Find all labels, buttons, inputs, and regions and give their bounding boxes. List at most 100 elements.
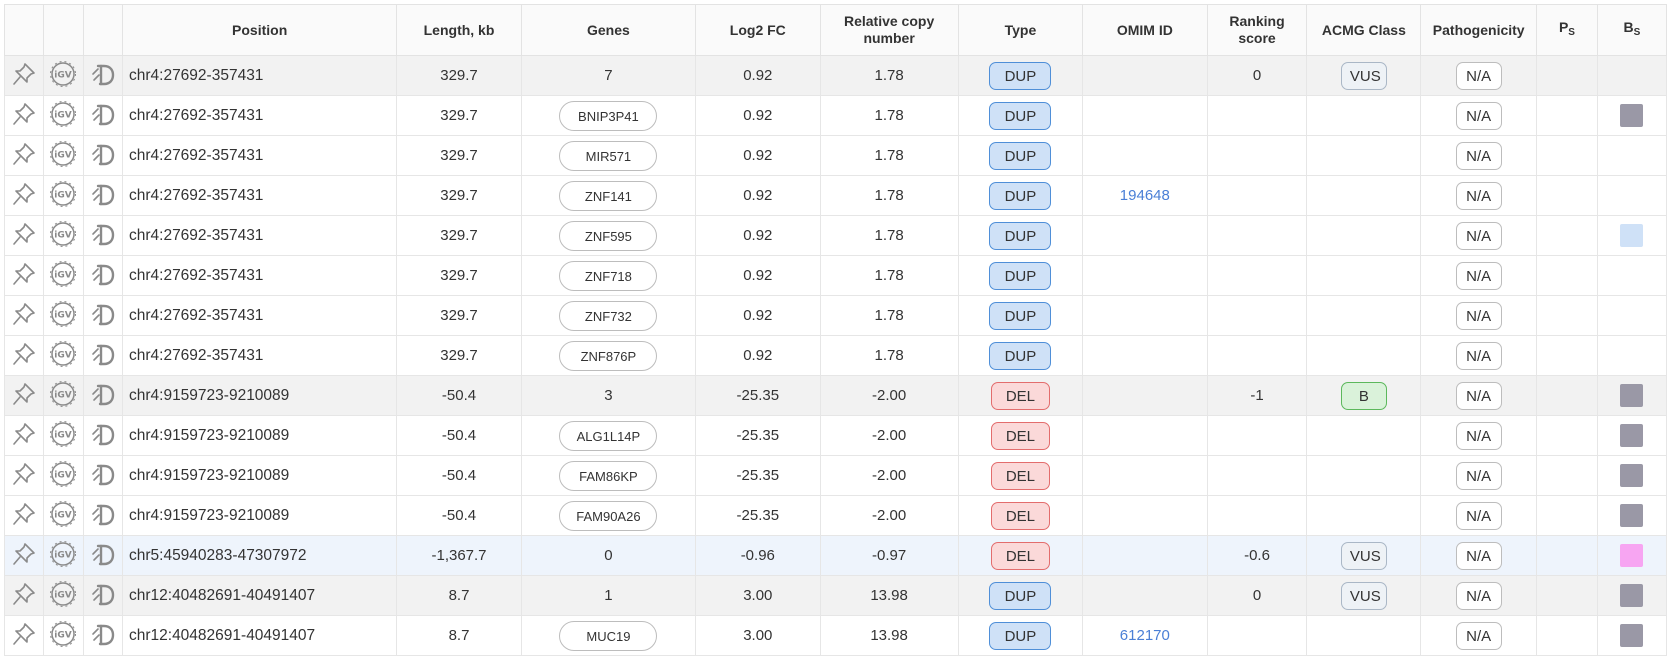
header-length[interactable]: Length, kb [396, 4, 522, 56]
pathogenicity-badge[interactable]: N/A [1455, 101, 1502, 130]
table-row[interactable]: iGV chr4:27692-357431 329.7 ZNF876P 0.92… [3, 335, 1668, 376]
igv-icon[interactable]: iGV [49, 420, 77, 452]
table-row[interactable]: iGV chr4:27692-357431 329.7 BNIP3P41 0.9… [3, 95, 1668, 136]
gene-pill[interactable]: BNIP3P41 [559, 100, 658, 131]
header-relative-copy-number[interactable]: Relative copy number [819, 4, 959, 56]
gene-pill[interactable]: ZNF141 [559, 180, 658, 211]
table-row[interactable]: iGV chr4:27692-357431 329.7 7 0.92 1.78 … [3, 55, 1668, 96]
pathogenicity-badge[interactable]: N/A [1455, 581, 1502, 610]
igv-icon[interactable]: iGV [49, 380, 77, 412]
bs-color-square[interactable] [1620, 104, 1644, 127]
header-acmg-class[interactable]: ACMG Class [1306, 4, 1422, 56]
bs-color-square[interactable] [1620, 544, 1644, 567]
pin-icon[interactable] [11, 581, 37, 611]
pathogenicity-badge[interactable]: N/A [1455, 221, 1502, 250]
table-row[interactable]: iGV chr4:9159723-9210089 -50.4 FAM90A26 … [3, 495, 1668, 536]
pathogenicity-badge[interactable]: N/A [1455, 61, 1502, 90]
pin-icon[interactable] [11, 421, 37, 451]
bs-color-square[interactable] [1620, 624, 1644, 647]
igv-icon[interactable]: iGV [49, 500, 77, 532]
bs-color-square[interactable] [1620, 224, 1644, 247]
pathogenicity-badge[interactable]: N/A [1455, 461, 1502, 490]
decipher-icon[interactable] [89, 100, 117, 132]
header-omim-id[interactable]: OMIM ID [1082, 4, 1208, 56]
header-genes[interactable]: Genes [520, 4, 697, 56]
pin-icon[interactable] [11, 141, 37, 171]
gene-pill[interactable]: MIR571 [559, 140, 658, 171]
gene-pill[interactable]: ZNF718 [559, 260, 658, 291]
acmg-badge[interactable]: VUS [1340, 541, 1387, 570]
pathogenicity-badge[interactable]: N/A [1455, 621, 1502, 650]
igv-icon[interactable]: iGV [49, 300, 77, 332]
omim-link[interactable]: 194648 [1119, 187, 1170, 204]
decipher-icon[interactable] [89, 580, 117, 612]
gene-pill[interactable]: FAM86KP [559, 460, 658, 491]
acmg-badge[interactable]: VUS [1340, 61, 1387, 90]
header-log2fc[interactable]: Log2 FC [695, 4, 821, 56]
pin-icon[interactable] [11, 261, 37, 291]
decipher-icon[interactable] [89, 60, 117, 92]
header-ps[interactable]: PS [1536, 4, 1598, 56]
table-row[interactable]: iGV chr4:9159723-9210089 -50.4 3 -25.35 … [3, 375, 1668, 416]
header-position[interactable]: Position [121, 4, 398, 56]
pathogenicity-badge[interactable]: N/A [1455, 261, 1502, 290]
pin-icon[interactable] [11, 61, 37, 91]
pathogenicity-badge[interactable]: N/A [1455, 181, 1502, 210]
gene-pill[interactable]: ALG1L14P [559, 420, 658, 451]
pathogenicity-badge[interactable]: N/A [1455, 341, 1502, 370]
table-row[interactable]: iGV chr4:27692-357431 329.7 ZNF141 0.92 … [3, 175, 1668, 216]
igv-icon[interactable]: iGV [49, 620, 77, 652]
pin-icon[interactable] [11, 221, 37, 251]
table-row[interactable]: iGV chr4:9159723-9210089 -50.4 FAM86KP -… [3, 455, 1668, 496]
acmg-badge[interactable]: B [1340, 381, 1387, 410]
igv-icon[interactable]: iGV [49, 260, 77, 292]
decipher-icon[interactable] [89, 620, 117, 652]
bs-color-square[interactable] [1620, 384, 1644, 407]
table-row[interactable]: iGV chr12:40482691-40491407 8.7 1 3.00 1… [3, 575, 1668, 616]
table-row[interactable]: iGV chr5:45940283-47307972 -1,367.7 0 -0… [3, 535, 1668, 576]
gene-pill[interactable]: ZNF876P [559, 340, 658, 371]
igv-icon[interactable]: iGV [49, 60, 77, 92]
decipher-icon[interactable] [89, 540, 117, 572]
decipher-icon[interactable] [89, 180, 117, 212]
pathogenicity-badge[interactable]: N/A [1455, 421, 1502, 450]
table-row[interactable]: iGV chr4:27692-357431 329.7 ZNF732 0.92 … [3, 295, 1668, 336]
table-row[interactable]: iGV chr4:27692-357431 329.7 MIR571 0.92 … [3, 135, 1668, 176]
pin-icon[interactable] [11, 341, 37, 371]
gene-pill[interactable]: MUC19 [559, 620, 658, 651]
pin-icon[interactable] [11, 501, 37, 531]
igv-icon[interactable]: iGV [49, 100, 77, 132]
table-row[interactable]: iGV chr4:27692-357431 329.7 ZNF595 0.92 … [3, 215, 1668, 256]
igv-icon[interactable]: iGV [49, 140, 77, 172]
decipher-icon[interactable] [89, 340, 117, 372]
header-type[interactable]: Type [957, 4, 1084, 56]
pin-icon[interactable] [11, 621, 37, 651]
decipher-icon[interactable] [89, 420, 117, 452]
decipher-icon[interactable] [89, 380, 117, 412]
bs-color-square[interactable] [1620, 424, 1644, 447]
table-row[interactable]: iGV chr4:27692-357431 329.7 ZNF718 0.92 … [3, 255, 1668, 296]
pathogenicity-badge[interactable]: N/A [1455, 501, 1502, 530]
igv-icon[interactable]: iGV [49, 180, 77, 212]
pin-icon[interactable] [11, 541, 37, 571]
bs-color-square[interactable] [1620, 464, 1644, 487]
decipher-icon[interactable] [89, 460, 117, 492]
igv-icon[interactable]: iGV [49, 540, 77, 572]
decipher-icon[interactable] [89, 500, 117, 532]
bs-color-square[interactable] [1620, 584, 1644, 607]
pin-icon[interactable] [11, 301, 37, 331]
acmg-badge[interactable]: VUS [1340, 581, 1387, 610]
gene-pill[interactable]: FAM90A26 [559, 500, 658, 531]
pathogenicity-badge[interactable]: N/A [1455, 541, 1502, 570]
omim-link[interactable]: 612170 [1119, 627, 1170, 644]
decipher-icon[interactable] [89, 300, 117, 332]
pin-icon[interactable] [11, 181, 37, 211]
gene-pill[interactable]: ZNF595 [559, 220, 658, 251]
decipher-icon[interactable] [89, 220, 117, 252]
decipher-icon[interactable] [89, 140, 117, 172]
header-ranking-score[interactable]: Ranking score [1206, 4, 1308, 56]
table-row[interactable]: iGV chr12:40482691-40491407 8.7 MUC19 3.… [3, 615, 1668, 656]
bs-color-square[interactable] [1620, 504, 1644, 527]
pathogenicity-badge[interactable]: N/A [1455, 141, 1502, 170]
igv-icon[interactable]: iGV [49, 460, 77, 492]
